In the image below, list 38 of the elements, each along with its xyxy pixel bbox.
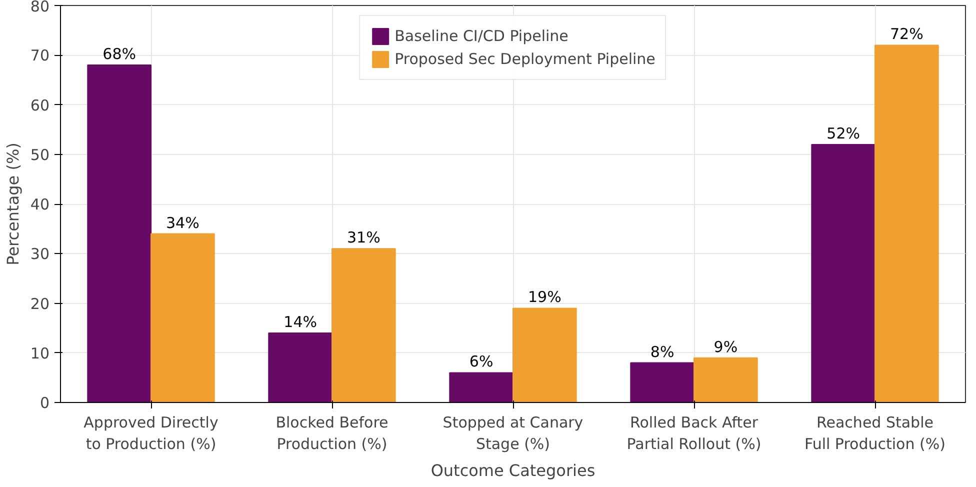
bar: [874, 44, 939, 402]
y-tick-label: 70: [30, 46, 50, 65]
data-label: 19%: [528, 288, 562, 306]
data-label: 68%: [102, 45, 136, 64]
bar: [332, 248, 396, 402]
y-tick-label: 0: [40, 394, 50, 412]
y-tick-label: 60: [30, 96, 50, 114]
data-label: 14%: [284, 313, 317, 332]
legend-label: Baseline CI/CD Pipeline: [394, 27, 568, 45]
y-tick-label: 80: [30, 0, 50, 16]
bar: [811, 144, 876, 402]
data-label: 8%: [650, 342, 674, 361]
bar: [150, 233, 215, 402]
x-tick-label: Reached Stable Full Production (%): [804, 414, 946, 454]
bar: [694, 357, 758, 402]
bar: [268, 332, 332, 402]
y-tick-label: 20: [30, 294, 50, 313]
bar: [449, 372, 514, 402]
data-label: 9%: [714, 338, 738, 356]
x-tick-label: Rolled Back After Partial Rollout (%): [626, 414, 762, 454]
data-label: 6%: [469, 352, 494, 371]
y-tick-label: 50: [30, 146, 50, 164]
y-tick-label: 40: [30, 196, 50, 214]
x-tick-label: Approved Directly to Production (%): [84, 414, 218, 454]
data-label: 34%: [166, 214, 200, 232]
y-axis-title: Percentage (%): [3, 142, 22, 266]
data-label: 31%: [347, 228, 380, 247]
bar: [87, 64, 152, 402]
y-tick-label: 10: [30, 344, 50, 362]
legend-label: Proposed Sec Deployment Pipeline: [394, 50, 656, 68]
x-tick-label: Blocked Before Production (%): [276, 414, 388, 454]
x-tick-label: Stopped at Canary Stage (%): [442, 414, 584, 454]
bar: [630, 362, 694, 402]
data-label: 72%: [890, 25, 924, 44]
bar: [512, 308, 577, 402]
x-axis-title: Outcome Categories: [430, 461, 596, 480]
y-tick-label: 30: [30, 245, 50, 264]
data-label: 52%: [826, 124, 860, 142]
